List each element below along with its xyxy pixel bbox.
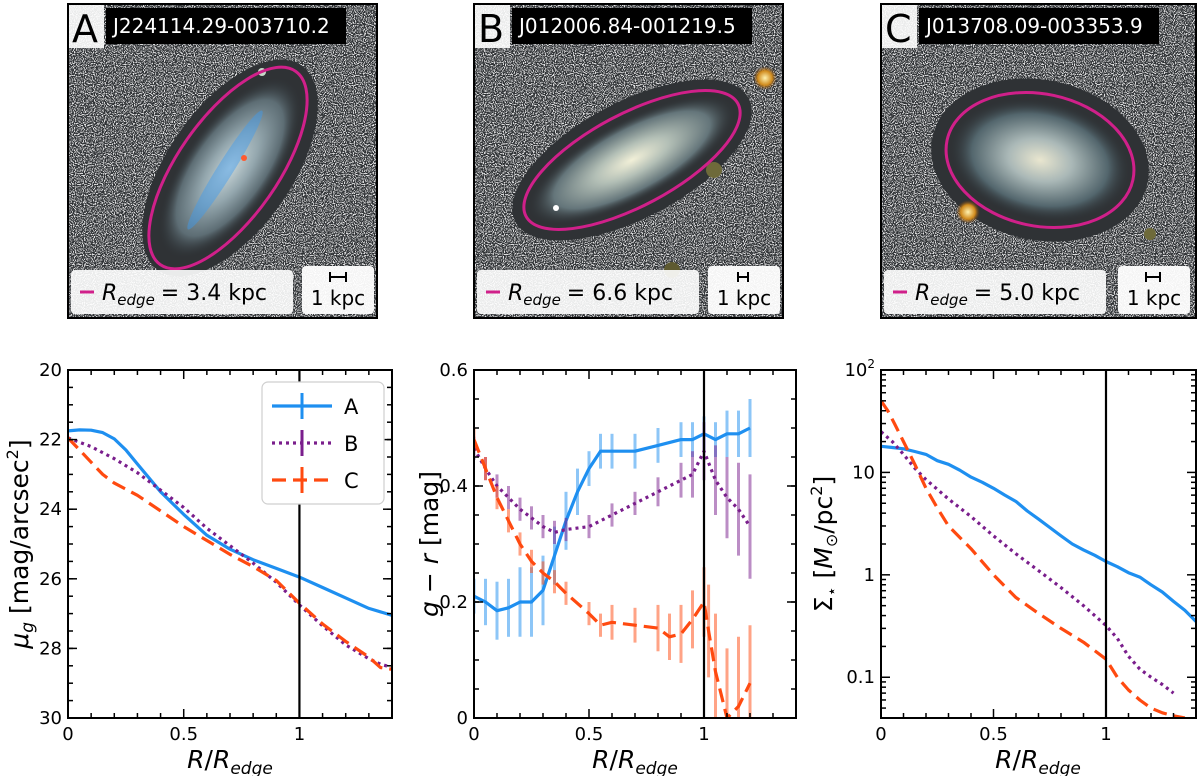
image-frame (67, 3, 378, 319)
plot-frame (473, 369, 797, 719)
y-tick-label: 26 (39, 569, 62, 590)
redge-ellipse (944, 90, 1136, 230)
panel-letter-box (881, 4, 917, 48)
background-star (1144, 228, 1156, 240)
x-tick-label: 0.5 (979, 724, 1008, 745)
scalebar-box (1118, 266, 1190, 314)
plot-frame (880, 369, 1197, 719)
panel-letter: B (478, 7, 504, 51)
y-tick-label: 0.1 (846, 667, 875, 688)
scalebar-label: 1 kpc (717, 286, 771, 310)
mass-density-plot: 0 0.5 1 0.1 1 10 102 (844, 357, 1197, 745)
series-line-c (474, 439, 752, 718)
scalebar (1145, 272, 1161, 282)
surface-brightness-plot: 0 0.5 1 20 22 24 26 28 30 ABC (39, 360, 393, 745)
scalebar-label: 1 kpc (1127, 286, 1181, 310)
y-tick-label: 0 (457, 708, 468, 729)
x-tick-label: 0.5 (169, 724, 198, 745)
panel-letter: A (72, 7, 98, 51)
object-id: J012006.84-001219.5 (517, 14, 736, 38)
galaxy-spiral-arm (187, 110, 263, 230)
color-profile-plot: 0 0.5 1 0 0.2 0.4 0.6 (439, 360, 797, 745)
image-frame (880, 3, 1197, 319)
hii-region (241, 155, 247, 161)
y-tick-label: 24 (39, 499, 62, 520)
series-line-a (881, 444, 1196, 623)
galaxy-image (949, 98, 1131, 222)
scalebar-label: 1 kpc (311, 286, 365, 310)
redge-legend-box (477, 270, 699, 314)
redge-label: Redge = 3.4 kpc (102, 281, 267, 309)
x-tick-label: 1 (1100, 724, 1111, 745)
image-panel-c: C J013708.09-003353.9 Redge = 5.0 kpc 1 k… (881, 4, 1196, 318)
xlabel: R/Redge (995, 745, 1081, 776)
image-panel-b: B J012006.84-001219.5 Redge = 6.6 kpc 1 k… (474, 4, 783, 318)
plot-area (68, 428, 392, 671)
legend-label: A (344, 395, 359, 419)
redge-ellipse (147, 65, 309, 271)
xlabel: R/Redge (592, 745, 678, 776)
redge-legend-box (884, 270, 1106, 314)
y-tick-label: 0.6 (439, 360, 468, 381)
y-tick-label: 20 (39, 360, 62, 381)
ylabel-color: g − r [mag] (415, 471, 444, 617)
x-tick-label: 0 (468, 724, 479, 745)
plot-area (881, 399, 1196, 718)
background-star (956, 200, 980, 224)
panel-letter-box (474, 4, 510, 48)
series-line-b (881, 430, 1175, 695)
x-tick-label: 0.5 (575, 724, 604, 745)
object-id-box (106, 8, 346, 44)
x-tick-label: 1 (294, 724, 305, 745)
y-tick-label: 10 (852, 462, 875, 483)
legend-label: B (344, 432, 358, 456)
ylabel-mass-density: Σ⋆ [M⊙/pc2] (807, 476, 841, 613)
redge-ellipse (522, 89, 742, 231)
x-tick-label: 1 (698, 724, 709, 745)
scalebar (737, 272, 749, 282)
redge-label: Redge = 6.6 kpc (508, 281, 673, 309)
series-line-c (881, 399, 1186, 718)
y-tick-label: 28 (39, 638, 62, 659)
scalebar-box (302, 266, 374, 314)
image-frame (473, 3, 784, 319)
scalebar (329, 272, 347, 282)
x-tick-label: 0 (875, 724, 886, 745)
panel-letter-box (68, 4, 104, 48)
background-star (706, 162, 722, 178)
galaxy-image (158, 77, 302, 259)
x-tick-label: 0 (62, 724, 73, 745)
xlabel: R/Redge (187, 745, 273, 776)
y-tick-label: 30 (39, 708, 62, 729)
image-panel-a: A J224114.29-003710.2 Redge = 3.4 kpc 1 k… (68, 4, 377, 318)
redge-label: Redge = 5.0 kpc (915, 281, 1080, 309)
redge-legend-box (71, 270, 293, 314)
y-tick-label: 1 (864, 565, 875, 586)
y-tick-label: 102 (844, 357, 875, 381)
galaxy-image (527, 95, 737, 225)
y-tick-label: 0.2 (439, 592, 468, 613)
ylabel-surface-brightness: μg [mag/arcsec2] (3, 439, 38, 649)
series-line-b (68, 436, 392, 670)
panel-letter: C (885, 7, 912, 51)
y-tick-label: 22 (39, 430, 62, 451)
object-id-box (512, 8, 752, 44)
legend-label: C (344, 469, 359, 493)
plot-area (474, 399, 752, 718)
object-id-box (919, 8, 1159, 44)
background-star (553, 205, 559, 211)
y-tick-label: 0.4 (439, 476, 468, 497)
scalebar-box (708, 266, 780, 314)
series-line-c (68, 436, 392, 671)
object-id: J224114.29-003710.2 (111, 14, 330, 38)
series-line-a (474, 426, 751, 613)
series-line-a (68, 428, 392, 617)
background-star (753, 66, 777, 90)
object-id: J013708.09-003353.9 (924, 14, 1143, 38)
series-line-b (474, 447, 752, 534)
